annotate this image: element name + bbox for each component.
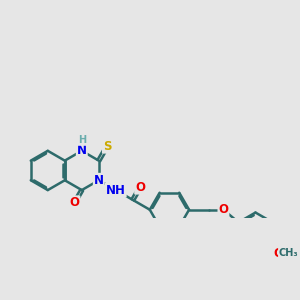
- Text: NH: NH: [106, 184, 126, 196]
- Text: H: H: [78, 135, 86, 145]
- Text: N: N: [94, 174, 104, 187]
- Text: O: O: [218, 203, 228, 216]
- Text: O: O: [69, 196, 80, 209]
- Text: O: O: [274, 247, 284, 260]
- Text: N: N: [77, 144, 87, 157]
- Text: O: O: [135, 181, 145, 194]
- Text: CH₃: CH₃: [279, 248, 298, 258]
- Text: S: S: [103, 140, 111, 153]
